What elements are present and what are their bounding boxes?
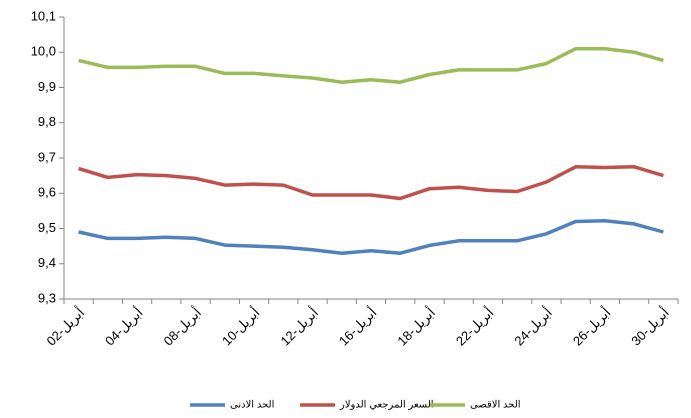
- y-tick-label: 9,6: [38, 185, 56, 200]
- x-tick-label: 10-أبريل: [218, 304, 263, 349]
- series-line: [78, 46, 664, 84]
- x-tick-label: 18-أبريل: [394, 304, 439, 349]
- legend-label: الحد الاقصى: [470, 400, 521, 411]
- y-tick-label: 9,4: [38, 255, 56, 270]
- y-tick-label: 9,9: [38, 79, 56, 94]
- x-tick-label: 30-أبريل: [628, 304, 673, 349]
- x-tick-label: 26-أبريل: [569, 304, 614, 349]
- x-tick-label: 04-أبريل: [101, 304, 146, 349]
- x-tick-label: 16-أبريل: [335, 304, 380, 349]
- y-tick-label: 10,0: [31, 44, 56, 59]
- y-tick-label: 9,7: [38, 149, 56, 164]
- legend-label: الحد الادنى: [230, 400, 274, 411]
- y-tick-label: 9,5: [38, 220, 56, 235]
- x-tick-label: 24-أبريل: [511, 304, 556, 349]
- x-tick-label: 02-أبريل: [43, 304, 88, 349]
- x-tick-label: 22-أبريل: [452, 304, 497, 349]
- series-line: [78, 218, 664, 255]
- x-tick-label: 08-أبريل: [160, 304, 205, 349]
- series-line: [78, 165, 664, 201]
- legend-label: السعر المرجعي الدولار: [339, 400, 434, 411]
- x-tick-label: 12-أبريل: [277, 304, 322, 349]
- y-tick-label: 9,3: [38, 290, 56, 305]
- y-tick-label: 9,8: [38, 114, 56, 129]
- y-tick-label: 10,1: [31, 8, 56, 23]
